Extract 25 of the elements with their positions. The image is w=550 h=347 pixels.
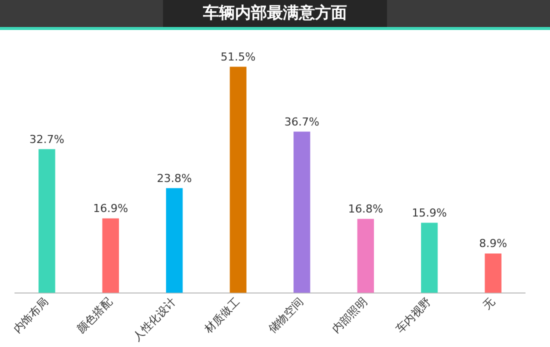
data-label: 36.7%: [284, 115, 320, 128]
x-tick-label: 车内视野: [393, 295, 434, 336]
bar: [102, 218, 119, 293]
chart-title: 车辆内部最满意方面: [163, 0, 387, 27]
data-label: 15.9%: [412, 206, 447, 220]
x-tick-label: 储物空间: [266, 295, 306, 336]
data-label: 8.9%: [479, 237, 508, 250]
x-tick-label: 内部照明: [329, 295, 370, 336]
bar: [484, 253, 502, 293]
x-tick-label: 人性化设计: [130, 295, 179, 344]
x-tick-label: 内饰布局: [10, 295, 52, 336]
bar: [38, 149, 56, 293]
bar: [294, 132, 310, 293]
data-label: 32.7%: [29, 132, 64, 146]
data-label: 16.9%: [93, 202, 128, 216]
bar: [166, 188, 183, 293]
x-tick-label: 颜色搭配: [74, 295, 115, 336]
x-tick-label: 无: [480, 295, 498, 312]
bar: [421, 222, 438, 293]
bar: [230, 66, 246, 293]
bar: [357, 218, 374, 293]
data-label: 51.5%: [220, 50, 256, 64]
data-label: 16.8%: [348, 202, 384, 216]
data-label: 23.8%: [156, 172, 192, 185]
x-tick-label: 材质做工: [201, 295, 242, 336]
